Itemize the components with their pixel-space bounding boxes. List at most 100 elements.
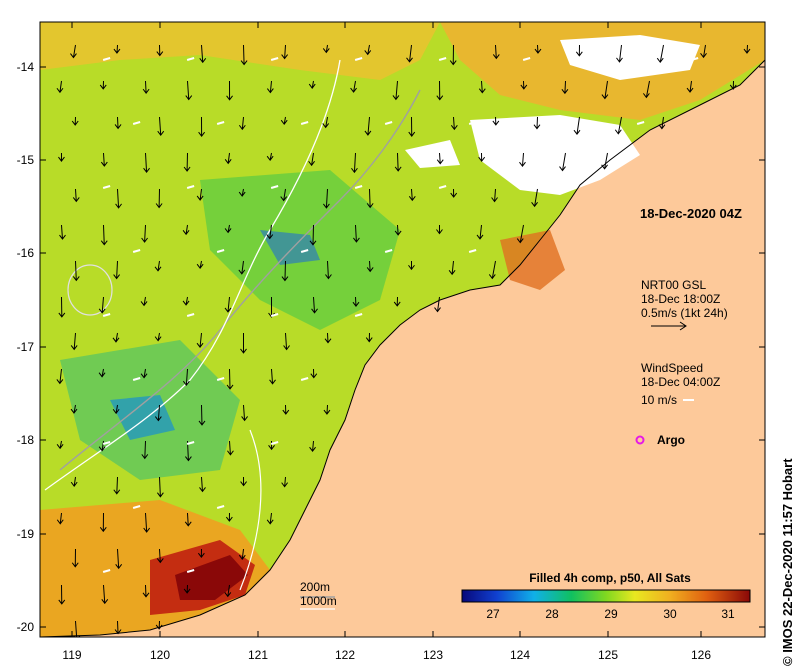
current-arrow [115,548,123,570]
current-arrow [614,116,622,135]
sst-patch-blue-west [110,395,175,440]
current-arrow [268,440,275,451]
current-arrow [642,80,650,99]
current-arrow [143,152,150,174]
wind-legend-line1: WindSpeed [641,361,704,375]
current-arrow [72,260,80,282]
current-arrow [488,260,496,280]
current-arrow [70,476,78,487]
current-arrow [154,332,162,342]
wind-vector [102,313,111,317]
colorbar-tick-label: 30 [663,607,677,621]
colorbar [461,589,751,603]
current-arrow [141,224,148,243]
x-tick-label: 123 [422,648,444,662]
current-arrow [266,224,274,240]
current-arrow [196,188,204,201]
current-arrow [224,584,232,598]
wind-vector [270,313,279,317]
wind-vector [468,121,477,125]
current-arrow [700,44,707,59]
current-arrow [142,80,150,94]
current-arrow [227,440,234,456]
y-tick-label: -16 [16,246,34,260]
x-tick-label: 124 [509,648,531,662]
wind-vector [132,249,141,253]
current-arrow [282,404,290,415]
current-arrow [448,260,456,276]
current-arrow [408,188,416,202]
current-arrow [743,44,751,54]
current-arrow [240,476,247,487]
sst-patch-blue-central [260,230,320,265]
wind-vector [270,185,279,189]
wind-vector [102,57,111,61]
current-arrow [366,260,374,273]
current-arrow [656,44,664,64]
valid-time-label: 18-Dec-2020 04Z [640,206,742,221]
current-arrow [58,584,66,605]
current-arrow [436,224,443,235]
wind-vector [132,121,141,125]
current-arrow [449,44,457,66]
current-arrow [238,548,246,561]
current-arrow [729,80,737,90]
current-arrow [70,404,78,414]
y-tick-label: -20 [16,620,34,634]
current-arrow [182,368,190,387]
wind-vector [216,121,225,125]
x-tick-label: 126 [690,648,712,662]
current-arrow [281,476,289,488]
wind-vector [270,57,279,61]
current-arrow [476,224,484,240]
current-arrow [98,368,106,378]
current-arrow [141,440,149,460]
argo-marker [635,435,645,445]
coastline [40,59,765,637]
current-arrow [353,224,360,243]
current-arrow [351,152,358,174]
wind-vector [354,313,363,317]
current-arrow [238,116,246,131]
current-arrow [450,116,458,131]
cloud-mask-coast [405,140,460,168]
isobath-contour-south [239,429,262,591]
wind-vector [186,441,195,445]
y-tick-label: -19 [16,527,34,541]
current-arrow [224,296,232,313]
current-arrow [113,260,121,280]
current-arrow [573,116,581,136]
current-arrow [199,476,206,493]
current-arrow [154,404,162,422]
current-arrow [392,80,400,101]
wind-vector [216,249,225,253]
current-arrow [492,44,500,60]
current-arrow [101,584,109,605]
current-arrow [196,260,204,270]
sst-patch-warm-bay [500,230,565,290]
current-arrow [311,296,318,314]
current-arrow [266,80,274,94]
plot-frame [39,21,766,638]
current-arrow [308,152,316,167]
axis-ticks [40,22,765,637]
current-arrow [71,116,79,126]
current-arrow [394,224,402,236]
current-arrow [434,296,441,313]
current-arrow [143,512,151,533]
current-arrow [59,224,66,240]
current-arrow [559,152,566,172]
wind-vector [468,249,477,253]
wind-vector [186,313,195,317]
current-arrow [350,80,357,93]
current-arrow [100,152,108,167]
current-arrow [114,620,122,635]
current-arrow [322,44,330,54]
current-arrow [238,260,246,275]
y-tick-label: -15 [16,153,34,167]
current-arrow [98,440,106,452]
current-arrow [115,188,122,209]
current-arrow [492,116,500,126]
current-arrow [478,152,486,162]
current-arrow [140,296,148,307]
